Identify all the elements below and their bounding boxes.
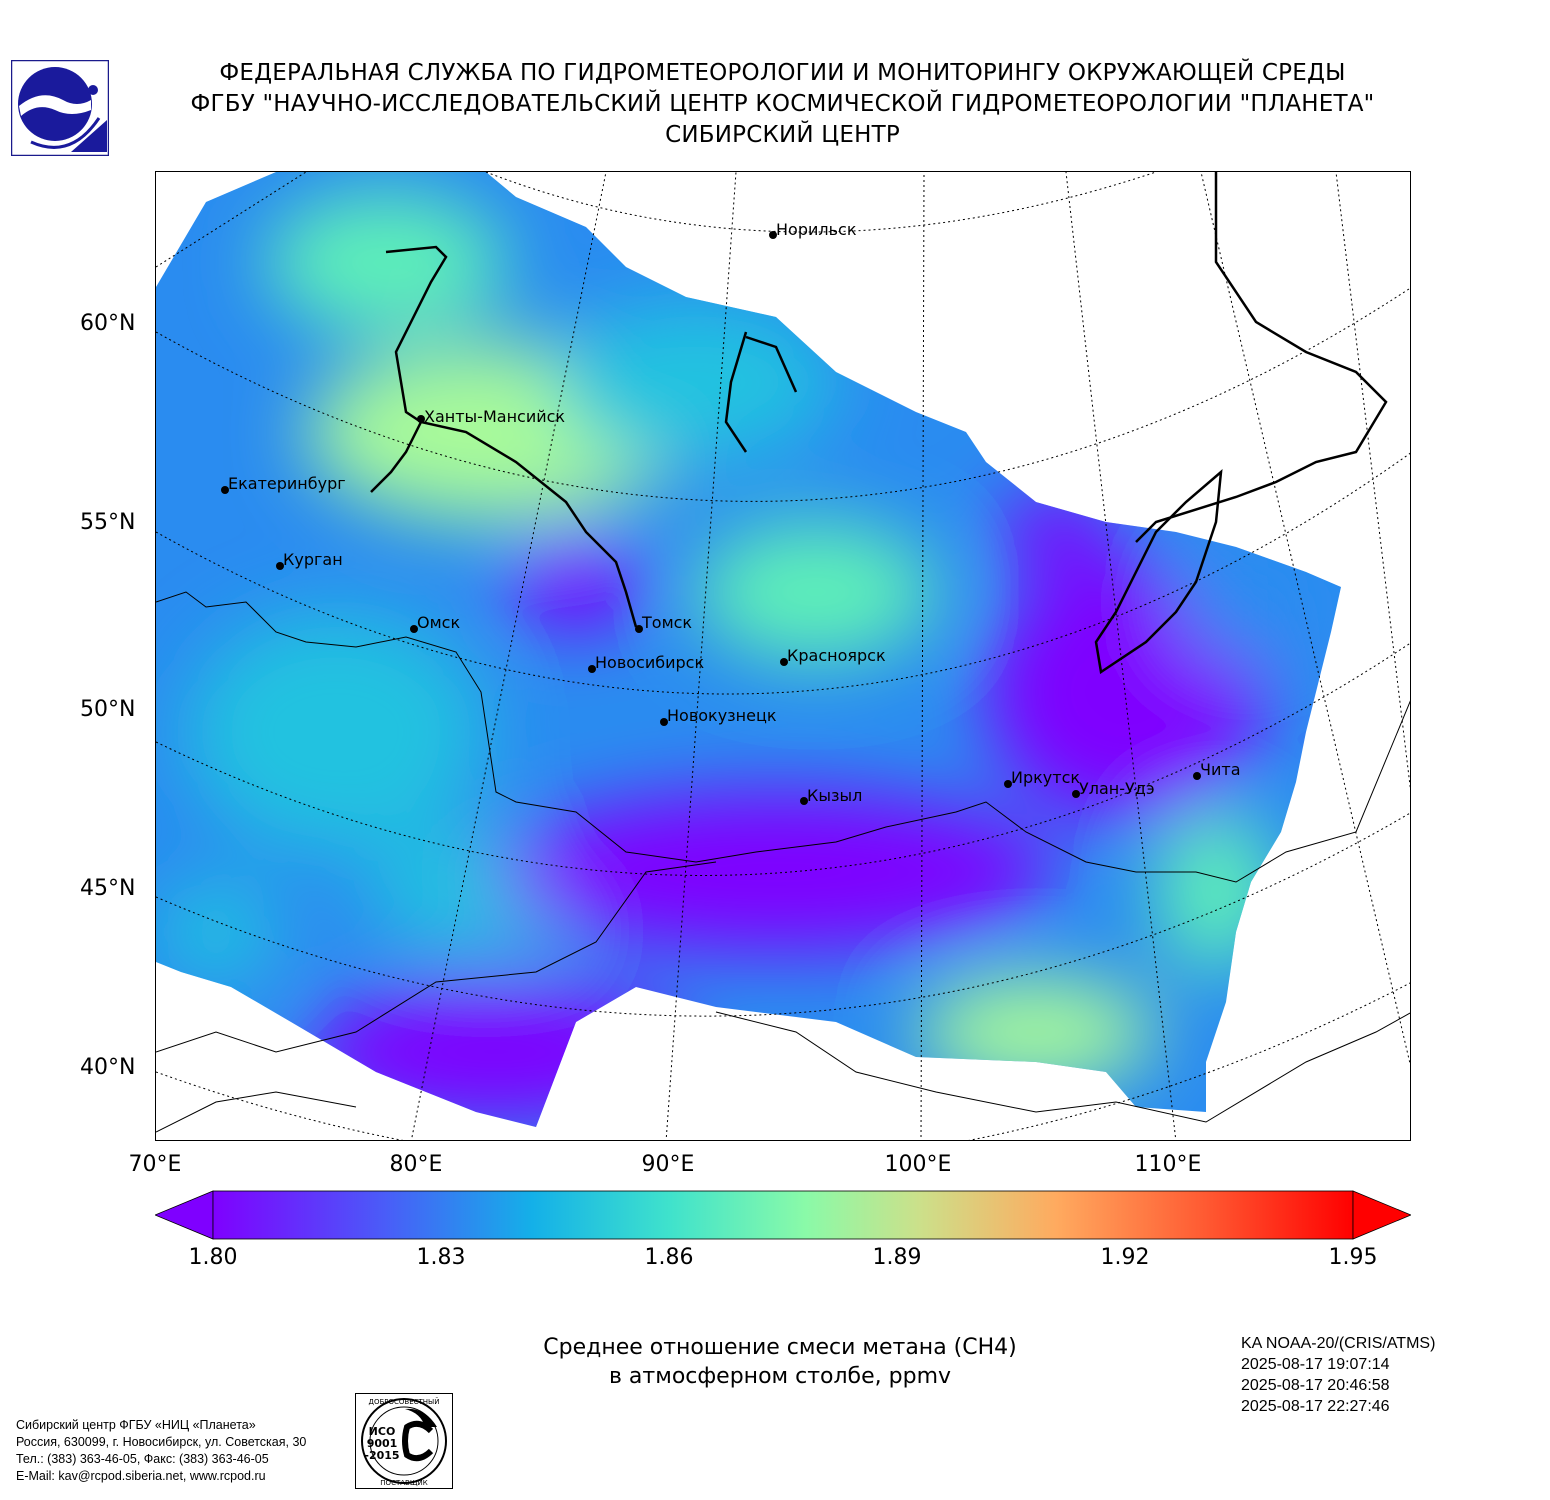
lon-label-110: 110°E bbox=[1134, 1152, 1202, 1177]
city-label-novosibirsk: Новосибирск bbox=[595, 653, 704, 672]
lon-label-90: 90°E bbox=[641, 1152, 695, 1177]
yenisei-river bbox=[724, 331, 748, 453]
border bbox=[715, 1011, 1410, 1123]
footer-contacts: Сибирский центр ФГБУ «НИЦ «Планета» Росс… bbox=[16, 1417, 306, 1485]
lat-label-60: 60°N bbox=[80, 311, 136, 336]
satellite-time-1: 2025-08-17 19:07:14 bbox=[1241, 1356, 1390, 1373]
colorbar bbox=[153, 1190, 1413, 1240]
satellite-time-2: 2025-08-17 20:46:58 bbox=[1241, 1377, 1390, 1394]
satellite-instrument: KA NOAA-20/(CRIS/ATMS) bbox=[1241, 1335, 1436, 1352]
iso-bottom-text: ПОСТАВЩИК bbox=[380, 1479, 427, 1487]
colorbar-tick: 1.86 bbox=[644, 1245, 694, 1270]
city-label-khanty: Ханты-Мансийск bbox=[424, 407, 565, 426]
footer-line-4: E-Mail: kav@rcpod.siberia.net, www.rcpod… bbox=[16, 1469, 266, 1483]
header: ФЕДЕРАЛЬНАЯ СЛУЖБА ПО ГИДРОМЕТЕОРОЛОГИИ … bbox=[120, 58, 1445, 151]
lat-label-55: 55°N bbox=[80, 510, 136, 535]
angara-river bbox=[745, 335, 798, 393]
field-blob bbox=[496, 792, 1056, 952]
city-label-krasnoyarsk: Красноярск bbox=[787, 646, 886, 665]
colorbar-tick: 1.95 bbox=[1328, 1245, 1378, 1270]
iso-text-2: 9001 bbox=[367, 1437, 398, 1450]
colorbar-tick: 1.92 bbox=[1100, 1245, 1150, 1270]
field-blob bbox=[186, 612, 486, 852]
lon-label-80: 80°E bbox=[389, 1152, 443, 1177]
colorbar-tick: 1.80 bbox=[188, 1245, 238, 1270]
city-label-chita: Чита bbox=[1200, 760, 1241, 779]
map-caption: Среднее отношение смеси метана (CH4) в а… bbox=[430, 1333, 1130, 1391]
city-label-norilsk: Норильск bbox=[776, 220, 857, 239]
irtysh-river bbox=[370, 421, 423, 493]
field-blob bbox=[916, 977, 1156, 1087]
header-line-3: СИБИРСКИЙ ЦЕНТР bbox=[665, 122, 900, 148]
north-river bbox=[1135, 172, 1388, 543]
iso-badge: ДОБРОСОВЕСТНЫЙ ИСО 9001 -2015 ПОСТАВЩИК bbox=[355, 1393, 453, 1489]
satellite-info: KA NOAA-20/(CRIS/ATMS) 2025-08-17 19:07:… bbox=[1241, 1333, 1435, 1417]
lat-label-50: 50°N bbox=[80, 697, 136, 722]
satellite-time-3: 2025-08-17 22:27:46 bbox=[1241, 1398, 1390, 1415]
city-label-irkutsk: Иркутск bbox=[1011, 768, 1080, 787]
caption-line-1: Среднее отношение смеси метана (CH4) bbox=[543, 1335, 1017, 1360]
lat-label-40: 40°N bbox=[80, 1055, 136, 1080]
city-label-kurgan: Курган bbox=[283, 550, 343, 569]
field-blob bbox=[266, 192, 506, 332]
city-label-kyzyl: Кызыл bbox=[807, 786, 862, 805]
lon-label-70: 70°E bbox=[128, 1152, 182, 1177]
field-blob bbox=[556, 302, 836, 462]
city-label-ulan-ude: Улан-Удэ bbox=[1079, 779, 1155, 798]
border bbox=[156, 591, 1410, 883]
border bbox=[156, 861, 717, 1053]
methane-map: Норильск Ханты-Мансийск Екатеринбург Кур… bbox=[155, 171, 1411, 1141]
footer-line-2: Россия, 630099, г. Новосибирск, ул. Сове… bbox=[16, 1435, 307, 1449]
iso-text-3: -2015 bbox=[364, 1449, 399, 1462]
header-line-2: ФГБУ "НАУЧНО-ИССЛЕДОВАТЕЛЬСКИЙ ЦЕНТР КОС… bbox=[190, 91, 1375, 117]
lon-label-100: 100°E bbox=[884, 1152, 952, 1177]
field-blob bbox=[696, 522, 936, 662]
header-line-1: ФЕДЕРАЛЬНАЯ СЛУЖБА ПО ГИДРОМЕТЕОРОЛОГИИ … bbox=[219, 60, 1346, 86]
field-blob bbox=[156, 882, 276, 982]
field-blob bbox=[1176, 542, 1316, 662]
iso-top-text: ДОБРОСОВЕСТНЫЙ bbox=[369, 1397, 440, 1406]
iso-text-1: ИСО bbox=[369, 1425, 396, 1438]
lat-label-45: 45°N bbox=[80, 876, 136, 901]
colorbar-tick: 1.89 bbox=[872, 1245, 922, 1270]
footer-line-3: Тел.: (383) 363-46-05, Факс: (383) 363-4… bbox=[16, 1452, 269, 1466]
baikal-lake bbox=[1094, 469, 1223, 675]
caption-line-2: в атмосферном столбе, ppmv bbox=[608, 1364, 952, 1389]
city-label-tomsk: Томск bbox=[641, 613, 692, 632]
border bbox=[156, 1091, 357, 1133]
city-label-omsk: Омск bbox=[417, 613, 460, 632]
footer-line-1: Сибирский центр ФГБУ «НИЦ «Планета» bbox=[16, 1418, 256, 1432]
field-blob bbox=[506, 532, 646, 632]
city-label-yekaterinburg: Екатеринбург bbox=[228, 474, 346, 493]
city-label-novokuznetsk: Новокузнецк bbox=[667, 706, 777, 725]
colorbar-tick: 1.83 bbox=[416, 1245, 466, 1270]
planeta-logo bbox=[10, 59, 110, 157]
